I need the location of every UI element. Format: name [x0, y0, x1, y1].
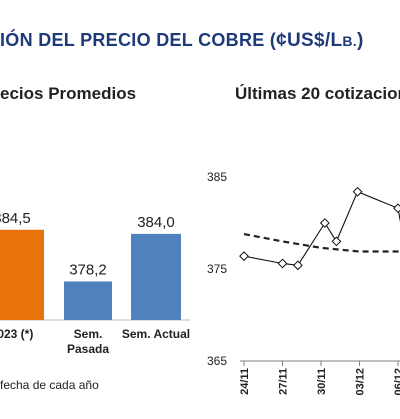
bar-category-label-1: Sem. — [74, 327, 103, 341]
line-price-series — [243, 191, 400, 266]
page-title: IÓN DEL PRECIO DEL COBRE (¢US$/LB.) — [0, 30, 364, 52]
bar-2 — [131, 233, 181, 320]
bar-category-label-2: Sem. Actual — [122, 327, 190, 341]
bar-0 — [0, 229, 44, 320]
line-y-tick-label-1: 375 — [207, 262, 227, 276]
footnote: fecha de cada año — [0, 378, 99, 392]
line-x-tick-label-4: 06/12 — [393, 368, 400, 396]
line-y-tick-label-0: 365 — [207, 354, 227, 368]
line-x-tick-label-3: 03/12 — [355, 368, 367, 396]
line-point-1 — [277, 258, 288, 269]
line-trend-series — [243, 232, 400, 253]
bar-value-label-0: 384,5 — [0, 210, 31, 227]
title-unit: ¢US$/L — [276, 30, 343, 51]
line-point-5 — [352, 186, 363, 197]
bar-1 — [64, 281, 112, 320]
line-point-6 — [393, 203, 400, 214]
line-x-tick-label-2: 30/11 — [316, 368, 328, 395]
line-point-3 — [319, 218, 330, 228]
line-point-2 — [292, 260, 303, 271]
line-point-0 — [239, 251, 249, 262]
line-x-tick-label-1: 27/11 — [278, 368, 290, 395]
title-unit-small: B. — [342, 33, 357, 49]
line-x-tick-label-0: 24/11 — [239, 368, 251, 395]
bar-chart-title: ecios Promedios — [0, 84, 137, 103]
line-chart-title: Últimas 20 cotizacione — [235, 84, 400, 103]
line-y-tick-label-2: 385 — [207, 170, 227, 184]
bar-category-label-0: 2023 (*) — [0, 327, 33, 341]
line-point-4 — [331, 236, 342, 247]
bar-value-label-1: 378,2 — [69, 261, 107, 278]
bar-category-label-1-1: Pasada — [67, 342, 109, 356]
title-close: ) — [357, 30, 364, 51]
title-text: IÓN DEL PRECIO DEL COBRE ( — [0, 30, 277, 50]
bar-value-label-2: 384,0 — [137, 214, 175, 231]
